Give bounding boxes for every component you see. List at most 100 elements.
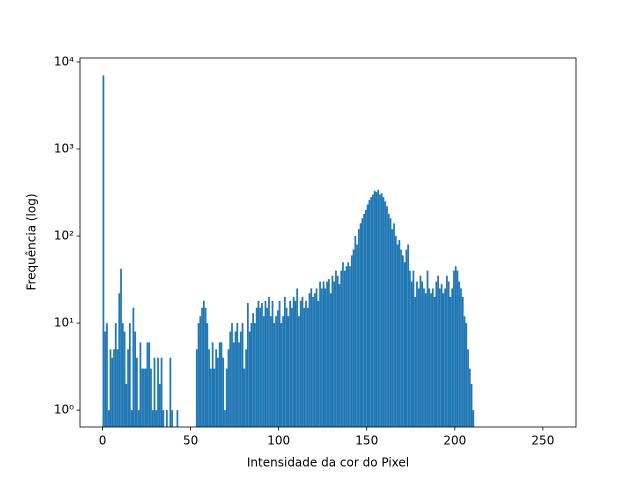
bar: [199, 316, 202, 427]
bar: [372, 194, 374, 427]
y-tick-label: 10⁰: [54, 403, 74, 417]
bar: [444, 288, 447, 427]
bar: [447, 281, 450, 427]
bar: [201, 307, 203, 427]
bar: [275, 316, 277, 427]
bar: [451, 288, 454, 427]
bar: [419, 275, 422, 427]
bar: [162, 410, 165, 427]
bar: [255, 307, 258, 427]
bar: [130, 410, 133, 427]
bar: [211, 342, 214, 427]
bar: [454, 266, 457, 427]
bar: [257, 300, 260, 427]
bar: [157, 357, 159, 427]
bar: [150, 368, 152, 427]
bar: [338, 284, 341, 427]
bar: [118, 293, 121, 427]
bar: [456, 270, 459, 427]
bar: [229, 331, 232, 427]
bar: [273, 323, 276, 427]
bar: [430, 293, 432, 427]
bar: [245, 349, 247, 427]
bar: [354, 236, 357, 427]
bar: [315, 288, 318, 427]
bar: [403, 262, 406, 427]
bar: [151, 410, 154, 427]
y-axis-label: Frequência (log): [25, 193, 39, 290]
bar: [317, 300, 320, 427]
bar: [433, 296, 436, 427]
bar: [232, 342, 235, 427]
bar: [106, 323, 108, 427]
bar: [398, 240, 401, 427]
bar: [306, 307, 309, 427]
bar: [231, 323, 233, 427]
bar: [313, 293, 316, 427]
bar: [345, 266, 348, 427]
bar: [143, 368, 145, 427]
x-tick-label: 250: [531, 434, 554, 448]
bar: [386, 206, 388, 427]
bar: [209, 368, 212, 427]
bar: [324, 288, 327, 427]
bar: [220, 342, 223, 427]
bar: [366, 204, 369, 427]
bar: [176, 410, 179, 427]
bar: [132, 307, 135, 427]
bar: [467, 349, 469, 427]
bar: [125, 383, 128, 427]
bar: [213, 368, 216, 427]
bar: [394, 236, 397, 427]
bar: [407, 244, 410, 427]
bar: [217, 357, 219, 427]
bar: [215, 349, 218, 427]
bar: [259, 307, 262, 427]
bar: [438, 288, 441, 427]
x-axis-label: Intensidade da cor do Pixel: [247, 456, 409, 470]
x-tick-label: 50: [183, 434, 198, 448]
bar: [136, 357, 138, 427]
bar: [287, 316, 290, 427]
bar: [153, 357, 156, 427]
bar: [364, 209, 367, 427]
bar: [278, 300, 281, 427]
bar: [234, 331, 237, 427]
bar: [322, 281, 325, 427]
bar: [357, 229, 360, 427]
bar: [373, 190, 376, 427]
bar: [276, 310, 279, 427]
bar: [382, 197, 385, 427]
bar: [380, 193, 383, 427]
bar: [431, 288, 434, 427]
bar: [155, 410, 158, 427]
bar: [393, 223, 395, 427]
bar: [252, 313, 255, 427]
bar: [329, 293, 332, 427]
bar: [144, 368, 147, 427]
bar: [440, 284, 443, 427]
bar: [368, 199, 371, 427]
bar: [261, 303, 263, 427]
bar: [336, 275, 339, 427]
bar: [421, 281, 424, 427]
bar: [342, 262, 344, 427]
bar: [396, 244, 399, 427]
bar: [409, 270, 411, 427]
bar: [458, 281, 461, 427]
bar: [107, 410, 110, 427]
bar: [148, 342, 151, 427]
bar: [468, 368, 471, 427]
bar: [202, 300, 205, 427]
bar: [236, 323, 239, 427]
bar: [391, 229, 394, 427]
bar: [218, 342, 221, 427]
plot-frame: [79, 57, 577, 428]
bar: [320, 288, 323, 427]
bar: [102, 75, 105, 427]
x-tick-label: 0: [99, 434, 107, 448]
bar: [127, 349, 129, 427]
bar: [283, 296, 286, 427]
bar: [116, 349, 119, 427]
bar: [109, 349, 112, 427]
